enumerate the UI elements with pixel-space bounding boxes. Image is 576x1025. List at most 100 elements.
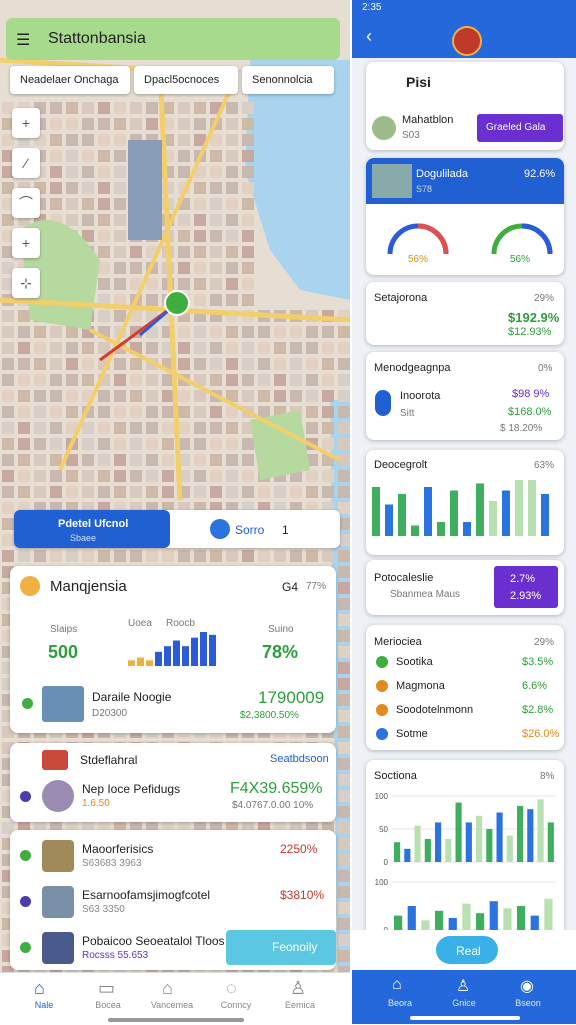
building: [338, 822, 350, 834]
chip[interactable]: [242, 66, 334, 94]
item-amount: F4X39.659%: [230, 780, 323, 797]
building: [98, 390, 110, 402]
map-button[interactable]: +: [12, 228, 40, 258]
building: [50, 166, 62, 178]
route-option[interactable]: Sorro: [235, 523, 265, 537]
building: [242, 470, 254, 482]
route-panel[interactable]: [14, 510, 170, 548]
card: [366, 282, 564, 345]
building: [18, 358, 30, 370]
building: [338, 726, 350, 738]
building: [98, 294, 110, 306]
bar: [191, 637, 198, 666]
building: [98, 406, 110, 418]
status-dot: [20, 791, 31, 802]
nav-label: Nale: [34, 1000, 54, 1010]
building: [226, 262, 238, 274]
nav-icon[interactable]: ▭: [98, 978, 116, 998]
map-button[interactable]: ⁄: [12, 148, 40, 178]
building: [178, 118, 190, 130]
building: [210, 358, 222, 370]
building: [226, 342, 238, 354]
building: [242, 134, 254, 146]
map-button[interactable]: ⊹: [12, 268, 40, 298]
building: [98, 486, 110, 498]
nav-icon[interactable]: ◉: [520, 978, 534, 995]
row-value: $3.5%: [522, 656, 554, 668]
road: [89, 328, 341, 462]
building: [178, 246, 190, 258]
building: [50, 326, 62, 338]
building: [130, 486, 142, 498]
bar: [437, 522, 445, 536]
building: [82, 118, 94, 130]
bar: [541, 494, 549, 536]
building: [242, 390, 254, 402]
nav-icon[interactable]: ♙: [456, 978, 471, 995]
building: [130, 454, 142, 466]
menu-icon[interactable]: ☰: [16, 32, 31, 49]
card-link[interactable]: Seatbdsoon: [270, 753, 329, 765]
building: [258, 486, 270, 498]
building: [2, 502, 14, 514]
bar: [435, 822, 442, 862]
building: [50, 182, 62, 194]
building: [338, 374, 350, 386]
building: [258, 550, 270, 562]
bar: [146, 660, 153, 666]
chip[interactable]: [134, 66, 238, 94]
nav-icon[interactable]: ♙: [290, 978, 307, 998]
building: [322, 342, 334, 354]
building: [114, 246, 126, 258]
building: [2, 230, 14, 242]
map-button[interactable]: +: [12, 108, 40, 138]
chip-label: Senonnolcia: [252, 74, 313, 86]
building: [66, 454, 78, 466]
building: [226, 278, 238, 290]
bar: [394, 915, 403, 930]
building: [210, 294, 222, 306]
building: [242, 550, 254, 562]
building: [210, 470, 222, 482]
nav-icon[interactable]: ◌: [226, 978, 237, 998]
water: [245, 60, 350, 300]
nav-icon[interactable]: ⌂: [162, 978, 173, 998]
action-button[interactable]: [477, 114, 563, 142]
row-value: $26.0%: [522, 728, 560, 740]
building: [194, 246, 206, 258]
building: [98, 150, 110, 162]
building: [34, 422, 46, 434]
building: [178, 166, 190, 178]
building: [2, 182, 14, 194]
building: [2, 550, 14, 562]
nav-icon[interactable]: ⌂: [392, 976, 402, 993]
building: [338, 678, 350, 690]
building: [210, 406, 222, 418]
building: [274, 358, 286, 370]
back[interactable]: ‹: [366, 26, 372, 46]
building: [98, 182, 110, 194]
nav-icon[interactable]: ⌂: [34, 978, 45, 998]
building: [2, 470, 14, 482]
building: [114, 118, 126, 130]
bar: [372, 487, 380, 536]
building: [178, 102, 190, 114]
building: [210, 438, 222, 450]
stat-label: Suino: [268, 624, 294, 635]
building: [242, 118, 254, 130]
park: [250, 410, 310, 480]
fab[interactable]: [226, 930, 336, 965]
primary-button[interactable]: [436, 936, 498, 964]
building: [130, 422, 142, 434]
building: [210, 166, 222, 178]
map-button[interactable]: ⌒: [12, 188, 40, 218]
building: [50, 134, 62, 146]
building: [274, 486, 286, 498]
chip[interactable]: [10, 66, 130, 94]
building: [2, 118, 14, 130]
building: [50, 102, 62, 114]
building: [114, 454, 126, 466]
building: [194, 182, 206, 194]
